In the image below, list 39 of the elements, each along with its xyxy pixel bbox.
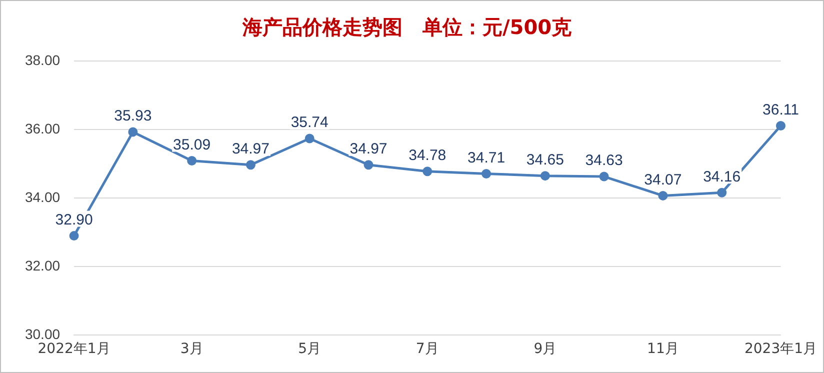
x-tick-label: 2023年1月 [744,341,818,358]
point [69,231,79,241]
y-tick-label: 36.00 [24,120,60,136]
x-tick-label: 9月 [534,341,557,358]
data-label: 35.74 [290,114,328,132]
point [540,171,550,181]
point [422,166,432,176]
data-label: 34.97 [232,140,270,158]
chart-title: 海产品价格走势图 单位：元/500克 [241,15,572,40]
point [128,127,138,137]
point [246,160,256,170]
data-label: 34.07 [644,171,682,188]
point [717,188,727,198]
point [776,121,786,131]
point [304,134,314,144]
y-tick-label: 32.00 [24,258,60,274]
y-tick-label: 38.00 [24,52,60,68]
data-label: 34.65 [526,151,564,168]
y-tick-label: 34.00 [24,188,60,205]
x-tick-label: 5月 [298,341,322,358]
data-label: 32.90 [55,211,93,228]
x-tick-label: 3月 [180,341,204,358]
point [658,190,668,200]
data-label: 35.93 [114,108,152,125]
data-label: 34.78 [408,147,446,164]
data-label: 34.71 [468,149,506,166]
data-label: 36.11 [762,101,799,118]
x-tick-label: 7月 [416,341,439,358]
point [364,160,374,170]
point [482,169,492,179]
data-label: 35.09 [173,136,211,154]
x-tick-label: 2022年1月 [38,341,110,358]
data-label: 34.63 [585,152,623,170]
data-label: 34.16 [703,168,741,186]
data-label: 34.97 [350,140,388,158]
point [599,172,609,182]
x-tick-label: 11月 [647,341,679,358]
point [187,156,197,166]
y-tick-label: 30.00 [24,326,60,342]
